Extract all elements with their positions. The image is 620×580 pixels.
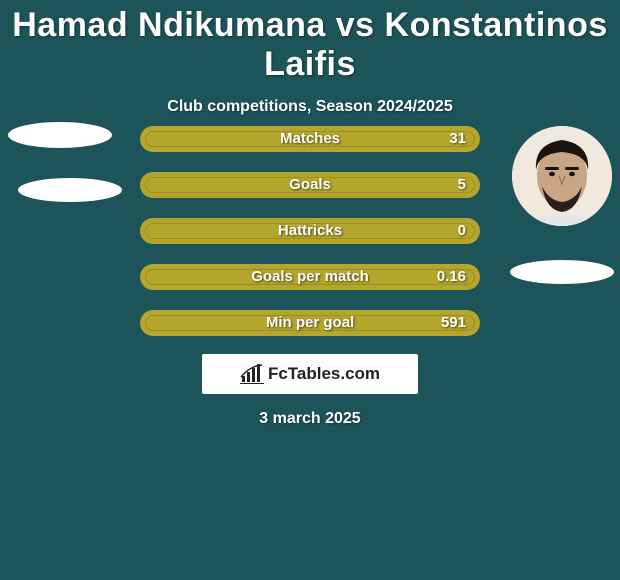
stat-bar-matches: Matches 31 bbox=[140, 126, 480, 152]
stat-value: 591 bbox=[441, 310, 466, 336]
stat-bar-hattricks: Hattricks 0 bbox=[140, 218, 480, 244]
player-right-avatar bbox=[512, 126, 612, 226]
stat-label: Goals bbox=[140, 172, 480, 198]
left-ellipse-2 bbox=[18, 178, 122, 202]
brand-text: FcTables.com bbox=[268, 364, 380, 384]
stat-value: 0.16 bbox=[437, 264, 466, 290]
stat-value: 0 bbox=[458, 218, 466, 244]
stat-bar-goals: Goals 5 bbox=[140, 172, 480, 198]
chart-icon bbox=[240, 364, 264, 384]
subtitle: Club competitions, Season 2024/2025 bbox=[0, 98, 620, 116]
stat-label: Matches bbox=[140, 126, 480, 152]
stat-value: 31 bbox=[449, 126, 466, 152]
left-ellipse-1 bbox=[8, 122, 112, 148]
date-text: 3 march 2025 bbox=[0, 410, 620, 428]
stat-bar-goals-per-match: Goals per match 0.16 bbox=[140, 264, 480, 290]
stat-bar-min-per-goal: Min per goal 591 bbox=[140, 310, 480, 336]
page-title: Hamad Ndikumana vs Konstantinos Laifis bbox=[0, 0, 620, 84]
brand-box: FcTables.com bbox=[202, 354, 418, 394]
avatar-right-svg bbox=[512, 126, 612, 226]
right-ellipse-1 bbox=[510, 260, 614, 284]
stat-label: Goals per match bbox=[140, 264, 480, 290]
stat-bars: Matches 31 Goals 5 Hattricks 0 Goals per… bbox=[140, 126, 480, 356]
stat-label: Min per goal bbox=[140, 310, 480, 336]
stat-label: Hattricks bbox=[140, 218, 480, 244]
stat-value: 5 bbox=[458, 172, 466, 198]
